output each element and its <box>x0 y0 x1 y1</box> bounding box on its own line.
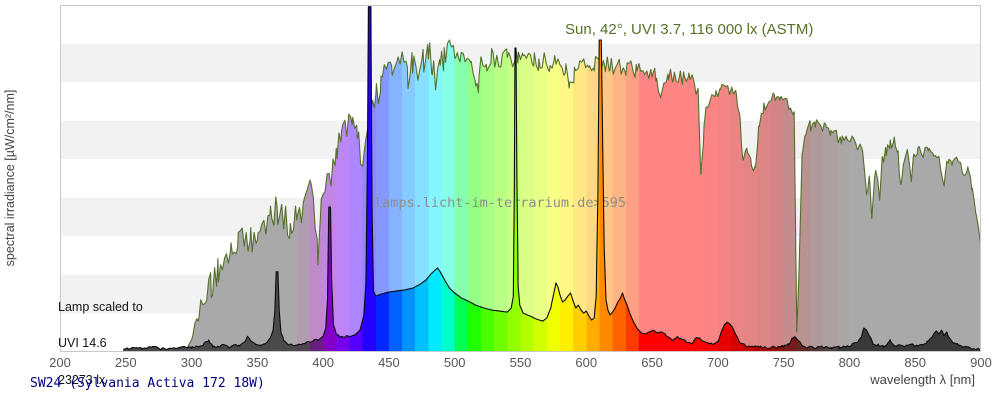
x-tick-label: 650 <box>641 355 663 370</box>
x-tick-label: 250 <box>114 355 137 370</box>
y-axis-label: spectral irradiance [µW/cm²/nm] <box>3 89 17 267</box>
x-tick-label: 700 <box>706 355 729 370</box>
x-tick-label: 600 <box>575 355 598 370</box>
x-axis-label: wavelength λ [nm] <box>870 372 975 387</box>
lamp-scaled-line-2: UVI 14.6 <box>58 336 107 351</box>
sun-outline <box>184 39 981 352</box>
lamp-scaled-line-1: Lamp scaled to <box>58 299 143 314</box>
x-tick-label: 300 <box>180 355 203 370</box>
sun-fill <box>185 40 981 352</box>
chart-title: SW24 (Sylvania Activa 172 18W) <box>30 376 265 391</box>
grid-stripe <box>60 5 981 44</box>
x-tick-label: 500 <box>443 355 466 370</box>
x-tick-label: 550 <box>509 355 532 370</box>
lamp-scaled-label: Lamp scaled to UVI 14.6 23273 lx <box>58 276 143 400</box>
x-tick-label: 750 <box>772 355 795 370</box>
plot-border <box>60 5 981 352</box>
lamp-outline <box>123 6 981 351</box>
lamp-spectrum-curve <box>123 6 981 352</box>
x-tick-label: 850 <box>904 355 927 370</box>
x-tick-label: 800 <box>838 355 861 370</box>
x-tick-label: 400 <box>312 355 334 370</box>
sun-spectrum-curve <box>184 39 981 352</box>
x-tick-label: 350 <box>246 355 269 370</box>
lamp-scaled-line-3: 23273 lx <box>58 373 106 388</box>
watermark: lamps.licht-im-terrarium.de>595 <box>374 195 626 211</box>
x-tick-label: 200 <box>49 355 71 370</box>
sun-annotation: Sun, 42°, UVI 3.7, 116 000 lx (ASTM) <box>565 21 814 38</box>
x-tick-label: 450 <box>378 355 400 370</box>
x-tick-label: 900 <box>970 355 992 370</box>
